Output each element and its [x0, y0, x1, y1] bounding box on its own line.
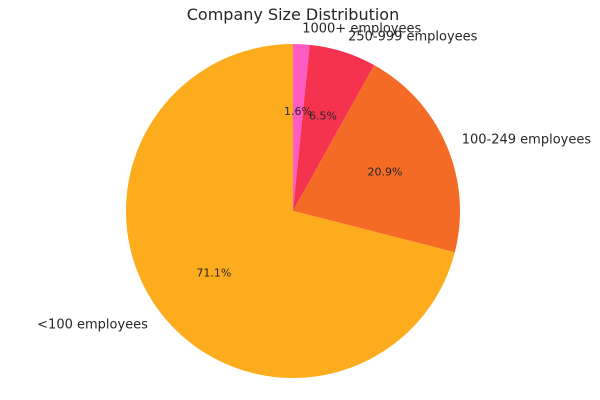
pie-slice-100-employees — [126, 44, 455, 378]
category-label-100-249-employees: 100-249 employees — [462, 132, 592, 147]
category-label-1000-employees: 1000+ employees — [302, 22, 421, 37]
pct-label-100-employees: 71.1% — [196, 266, 231, 279]
chart-title: Company Size Distribution — [187, 5, 399, 24]
pie-slice-100-249-employees — [293, 65, 460, 253]
pct-label-100-249-employees: 20.9% — [368, 165, 403, 178]
pct-label-250-999-employees: 6.5% — [309, 109, 337, 122]
pie-slice-250-999-employees — [293, 44, 375, 212]
pie-labels: 1.6% 1000+ employees 6.5% 250-999 employees… — [37, 22, 591, 333]
pie-slice-1000-employees — [293, 44, 310, 211]
category-label-250-999-employees: 250-999 employees — [348, 30, 478, 45]
pct-label-1000-employees: 1.6% — [284, 105, 312, 118]
category-label-100-employees: <100 employees — [37, 318, 148, 333]
pie-slices — [126, 44, 460, 378]
